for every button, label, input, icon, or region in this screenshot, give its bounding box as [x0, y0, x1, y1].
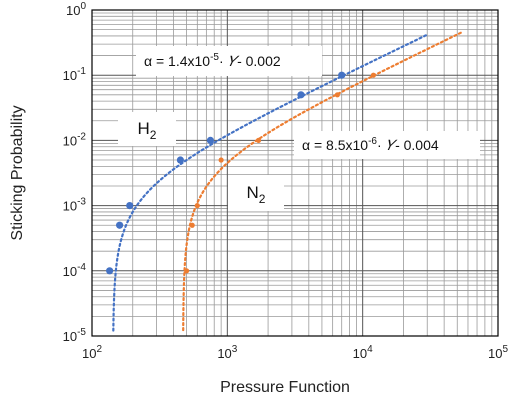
h2-series-label: H2: [118, 112, 176, 146]
y-tick-labels: 10-5 10-4 10-3 10-2 10-1 100: [63, 1, 87, 344]
data-point-n2: [334, 92, 340, 98]
series-label-text: N2: [247, 183, 266, 206]
h2-fit-equation: α = 1.4x10-5· 𝛶- 0.002: [136, 46, 322, 76]
n2-fit-equation: α = 8.5x10-6· 𝛶- 0.004: [294, 131, 480, 159]
fit-curve-n2: [182, 30, 464, 332]
data-point-n2: [218, 157, 224, 163]
data-point-h2: [338, 71, 346, 79]
data-points: [106, 71, 376, 275]
y-tick-label: 10-3: [63, 197, 87, 214]
data-point-h2: [176, 156, 185, 164]
y-tick-label: 100: [66, 1, 86, 18]
equation-box: [136, 46, 322, 76]
fit-curves: [112, 30, 464, 332]
series-label-box: [118, 112, 176, 146]
fit-curve-h2: [112, 33, 429, 332]
data-point-h2: [206, 136, 215, 144]
data-point-h2: [126, 202, 134, 210]
data-point-n2: [189, 222, 195, 228]
y-tick-label: 10-5: [63, 327, 87, 344]
equation-text: α = 1.4x10-5· 𝛶- 0.002: [144, 52, 281, 69]
data-point-h2: [297, 91, 305, 99]
equation-box: [294, 131, 480, 159]
data-point-n2: [370, 72, 376, 78]
y-axis-title: Sticking Probability: [9, 105, 26, 240]
n2-series-label: N2: [228, 175, 284, 211]
y-tick-label: 10-1: [63, 66, 87, 83]
x-tick-labels: 102 103 104 105: [82, 344, 508, 361]
x-tick-label: 103: [217, 344, 237, 361]
y-tick-label: 10-4: [63, 262, 87, 279]
plot-frame: [91, 9, 499, 337]
data-point-n2: [194, 203, 200, 209]
y-tick-label: 10-2: [63, 131, 87, 148]
data-point-n2: [255, 137, 262, 143]
data-point-h2: [106, 267, 114, 275]
data-point-h2: [116, 221, 124, 229]
data-point-n2: [183, 268, 190, 274]
equation-text: α = 8.5x10-6· 𝛶- 0.004: [302, 136, 439, 153]
series-label-box: [228, 175, 284, 211]
x-tick-label: 104: [353, 344, 373, 361]
x-tick-label: 102: [82, 344, 102, 361]
x-axis-title: Pressure Function: [220, 379, 350, 396]
x-tick-label: 105: [488, 344, 508, 361]
series-label-text: H2: [138, 119, 157, 142]
